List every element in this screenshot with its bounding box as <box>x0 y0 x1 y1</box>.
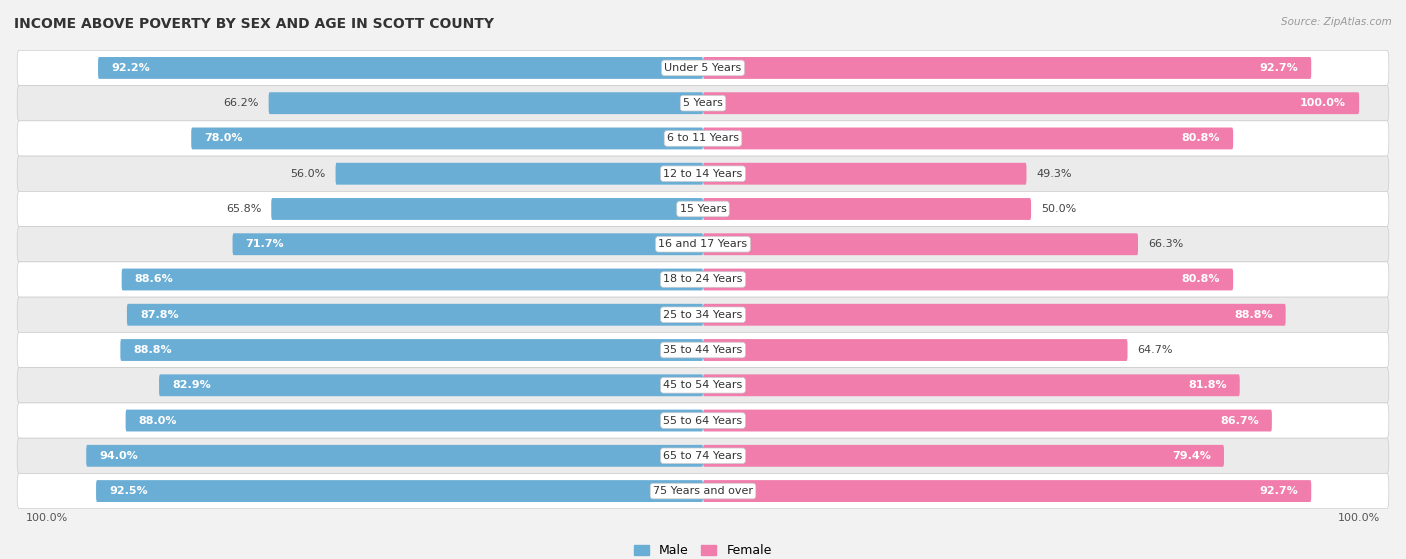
FancyBboxPatch shape <box>336 163 703 184</box>
FancyBboxPatch shape <box>122 268 703 291</box>
FancyBboxPatch shape <box>703 127 1233 149</box>
FancyBboxPatch shape <box>703 92 1360 114</box>
Text: 64.7%: 64.7% <box>1137 345 1173 355</box>
Text: 66.2%: 66.2% <box>224 98 259 108</box>
FancyBboxPatch shape <box>17 191 1389 226</box>
Text: 66.3%: 66.3% <box>1147 239 1182 249</box>
FancyBboxPatch shape <box>271 198 703 220</box>
FancyBboxPatch shape <box>703 339 1128 361</box>
Text: 88.0%: 88.0% <box>139 415 177 425</box>
Text: 92.5%: 92.5% <box>110 486 148 496</box>
Text: 80.8%: 80.8% <box>1181 274 1220 285</box>
FancyBboxPatch shape <box>98 57 703 79</box>
Text: 79.4%: 79.4% <box>1173 451 1211 461</box>
Text: 81.8%: 81.8% <box>1188 380 1226 390</box>
FancyBboxPatch shape <box>17 333 1389 368</box>
Text: 94.0%: 94.0% <box>100 451 138 461</box>
Text: 25 to 34 Years: 25 to 34 Years <box>664 310 742 320</box>
FancyBboxPatch shape <box>17 473 1389 509</box>
Legend: Male, Female: Male, Female <box>630 539 776 559</box>
FancyBboxPatch shape <box>703 233 1137 255</box>
FancyBboxPatch shape <box>703 410 1272 432</box>
Text: 75 Years and over: 75 Years and over <box>652 486 754 496</box>
FancyBboxPatch shape <box>96 480 703 502</box>
Text: 49.3%: 49.3% <box>1036 169 1071 179</box>
FancyBboxPatch shape <box>17 50 1389 86</box>
Text: 80.8%: 80.8% <box>1181 134 1220 144</box>
FancyBboxPatch shape <box>17 403 1389 438</box>
FancyBboxPatch shape <box>703 163 1026 184</box>
Text: 78.0%: 78.0% <box>204 134 243 144</box>
FancyBboxPatch shape <box>127 304 703 326</box>
FancyBboxPatch shape <box>17 438 1389 473</box>
FancyBboxPatch shape <box>159 375 703 396</box>
Text: 100.0%: 100.0% <box>1301 98 1346 108</box>
Text: 50.0%: 50.0% <box>1040 204 1076 214</box>
Text: 65.8%: 65.8% <box>226 204 262 214</box>
FancyBboxPatch shape <box>17 156 1389 191</box>
FancyBboxPatch shape <box>86 445 703 467</box>
FancyBboxPatch shape <box>703 198 1031 220</box>
FancyBboxPatch shape <box>269 92 703 114</box>
FancyBboxPatch shape <box>121 339 703 361</box>
Text: 88.8%: 88.8% <box>1234 310 1272 320</box>
FancyBboxPatch shape <box>703 480 1312 502</box>
Text: 92.7%: 92.7% <box>1260 63 1298 73</box>
Text: 55 to 64 Years: 55 to 64 Years <box>664 415 742 425</box>
FancyBboxPatch shape <box>191 127 703 149</box>
FancyBboxPatch shape <box>17 86 1389 121</box>
Text: 65 to 74 Years: 65 to 74 Years <box>664 451 742 461</box>
Text: 12 to 14 Years: 12 to 14 Years <box>664 169 742 179</box>
Text: 88.8%: 88.8% <box>134 345 172 355</box>
Text: 16 and 17 Years: 16 and 17 Years <box>658 239 748 249</box>
Text: 6 to 11 Years: 6 to 11 Years <box>666 134 740 144</box>
Text: 87.8%: 87.8% <box>141 310 179 320</box>
Text: INCOME ABOVE POVERTY BY SEX AND AGE IN SCOTT COUNTY: INCOME ABOVE POVERTY BY SEX AND AGE IN S… <box>14 17 494 31</box>
FancyBboxPatch shape <box>703 445 1225 467</box>
Text: 82.9%: 82.9% <box>172 380 211 390</box>
FancyBboxPatch shape <box>232 233 703 255</box>
FancyBboxPatch shape <box>17 262 1389 297</box>
Text: 86.7%: 86.7% <box>1220 415 1258 425</box>
FancyBboxPatch shape <box>17 297 1389 333</box>
FancyBboxPatch shape <box>703 304 1285 326</box>
Text: 15 Years: 15 Years <box>679 204 727 214</box>
Text: 35 to 44 Years: 35 to 44 Years <box>664 345 742 355</box>
FancyBboxPatch shape <box>703 375 1240 396</box>
FancyBboxPatch shape <box>17 368 1389 403</box>
Text: Under 5 Years: Under 5 Years <box>665 63 741 73</box>
FancyBboxPatch shape <box>703 57 1312 79</box>
Text: 5 Years: 5 Years <box>683 98 723 108</box>
Text: 18 to 24 Years: 18 to 24 Years <box>664 274 742 285</box>
Text: 92.2%: 92.2% <box>111 63 150 73</box>
FancyBboxPatch shape <box>17 226 1389 262</box>
Text: Source: ZipAtlas.com: Source: ZipAtlas.com <box>1281 17 1392 27</box>
Text: 71.7%: 71.7% <box>246 239 284 249</box>
Text: 45 to 54 Years: 45 to 54 Years <box>664 380 742 390</box>
FancyBboxPatch shape <box>17 121 1389 156</box>
Text: 88.6%: 88.6% <box>135 274 173 285</box>
Text: 92.7%: 92.7% <box>1260 486 1298 496</box>
Text: 56.0%: 56.0% <box>291 169 326 179</box>
FancyBboxPatch shape <box>125 410 703 432</box>
FancyBboxPatch shape <box>703 268 1233 291</box>
